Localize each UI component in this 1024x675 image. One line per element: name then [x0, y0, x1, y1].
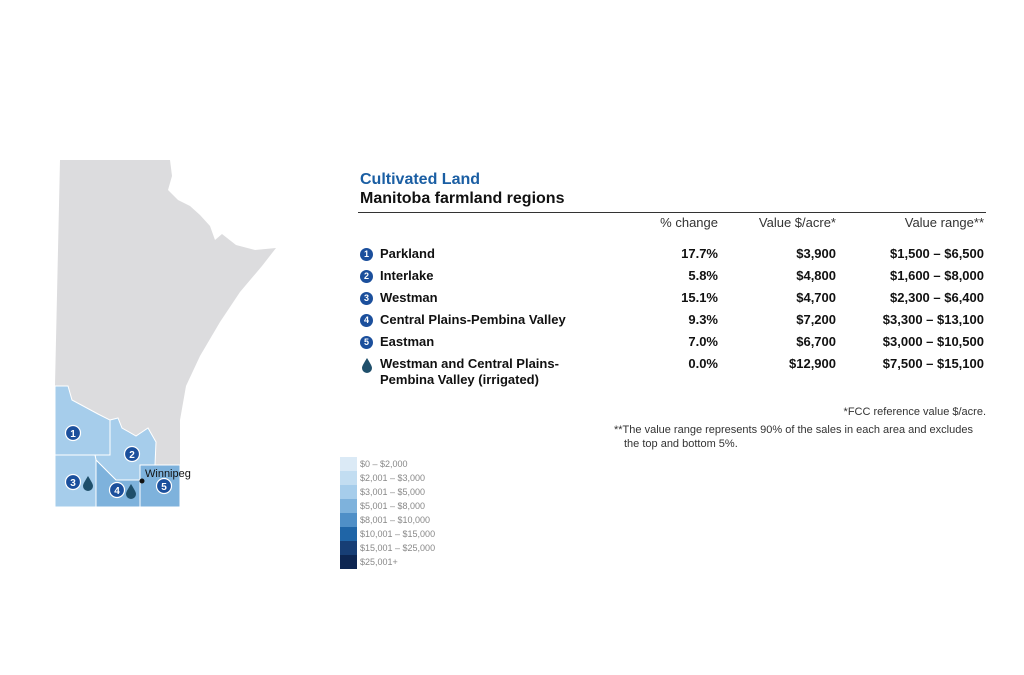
column-header: Value range**	[904, 215, 984, 230]
legend-swatch	[340, 457, 357, 471]
table-cell: 5.8%	[688, 268, 718, 283]
region-badge-label: 2	[129, 450, 135, 461]
legend-swatch	[340, 471, 357, 485]
region-badge	[108, 481, 126, 499]
table-cell: $12,900	[789, 356, 836, 371]
legend-label: $10,001 – $15,000	[360, 529, 436, 539]
city-dot	[139, 478, 145, 484]
row-marker: 4	[360, 314, 373, 327]
legend-swatch	[340, 555, 357, 569]
legend-swatch	[340, 527, 357, 541]
table-cell: $1,600 – $8,000	[890, 268, 984, 283]
region-badge-label: 4	[114, 486, 120, 497]
region-name: Westman	[380, 290, 438, 305]
region-badge	[64, 424, 82, 442]
region-name: Eastman	[380, 334, 435, 349]
table-cell: $3,300 – $13,100	[882, 312, 984, 327]
region-badge-label: 1	[70, 429, 76, 440]
region-badge	[123, 445, 141, 463]
table-cell: 17.7%	[681, 246, 718, 261]
legend-swatch	[340, 499, 357, 513]
legend-swatch	[340, 513, 357, 527]
column-header: Value $/acre*	[758, 215, 836, 230]
table-cell: $1,500 – $6,500	[890, 246, 984, 261]
table-cell: $6,700	[796, 334, 836, 349]
region-badges: 1 2 3 4 5	[64, 424, 173, 499]
table-cell: 15.1%	[681, 290, 718, 305]
legend-label: $8,001 – $10,000	[360, 515, 431, 525]
table-cell: $4,700	[796, 290, 836, 305]
region-badge-label: 3	[70, 478, 76, 489]
footnote: **The value range represents 90% of the …	[614, 424, 973, 450]
row-marker: 1	[360, 248, 373, 261]
table-subtitle: Manitoba farmland regions	[360, 190, 565, 207]
region-badge	[64, 473, 82, 491]
table-cell: $3,000 – $10,500	[882, 334, 984, 349]
row-marker: 5	[360, 336, 373, 349]
table-cell: $4,800	[796, 268, 836, 283]
region-name: Westman and Central Plains-Pembina Valle…	[380, 356, 559, 387]
irrigation-drop	[362, 358, 372, 373]
row-marker: 3	[360, 292, 373, 305]
table-cell: 9.3%	[688, 312, 718, 327]
table-cell: $2,300 – $6,400	[890, 290, 984, 305]
region-name: Interlake	[380, 268, 434, 283]
legend-label: $2,001 – $3,000	[360, 473, 426, 483]
table-cell: $7,200	[796, 312, 836, 327]
column-header: % change	[660, 215, 718, 230]
legend-label: $5,001 – $8,000	[360, 501, 426, 511]
footnote: *FCC reference value $/acre.	[843, 406, 986, 418]
city-label: Winnipeg	[145, 468, 191, 480]
region-name: Central Plains-Pembina Valley	[380, 312, 566, 327]
legend-label: $0 – $2,000	[360, 459, 408, 469]
region-name: Parkland	[380, 246, 435, 261]
table-cell: $3,900	[796, 246, 836, 261]
region-badge	[155, 477, 173, 495]
row-marker: 2	[360, 270, 373, 283]
table-title: Cultivated Land	[360, 171, 481, 188]
table-cell: 0.0%	[688, 356, 718, 371]
irrigation-drop	[83, 476, 93, 491]
legend-swatch	[340, 485, 357, 499]
legend-label: $25,001+	[360, 557, 398, 567]
legend-label: $3,001 – $5,000	[360, 487, 426, 497]
map: Winnipeg 1 2 3 4 5	[54, 160, 276, 508]
legend-swatch	[340, 541, 357, 555]
irrigation-drop	[126, 484, 136, 499]
region-badge-label: 5	[161, 482, 167, 493]
table-cell: $7,500 – $15,100	[882, 356, 984, 371]
table-cell: 7.0%	[688, 334, 718, 349]
legend-label: $15,001 – $25,000	[360, 543, 436, 553]
rule	[358, 212, 986, 213]
